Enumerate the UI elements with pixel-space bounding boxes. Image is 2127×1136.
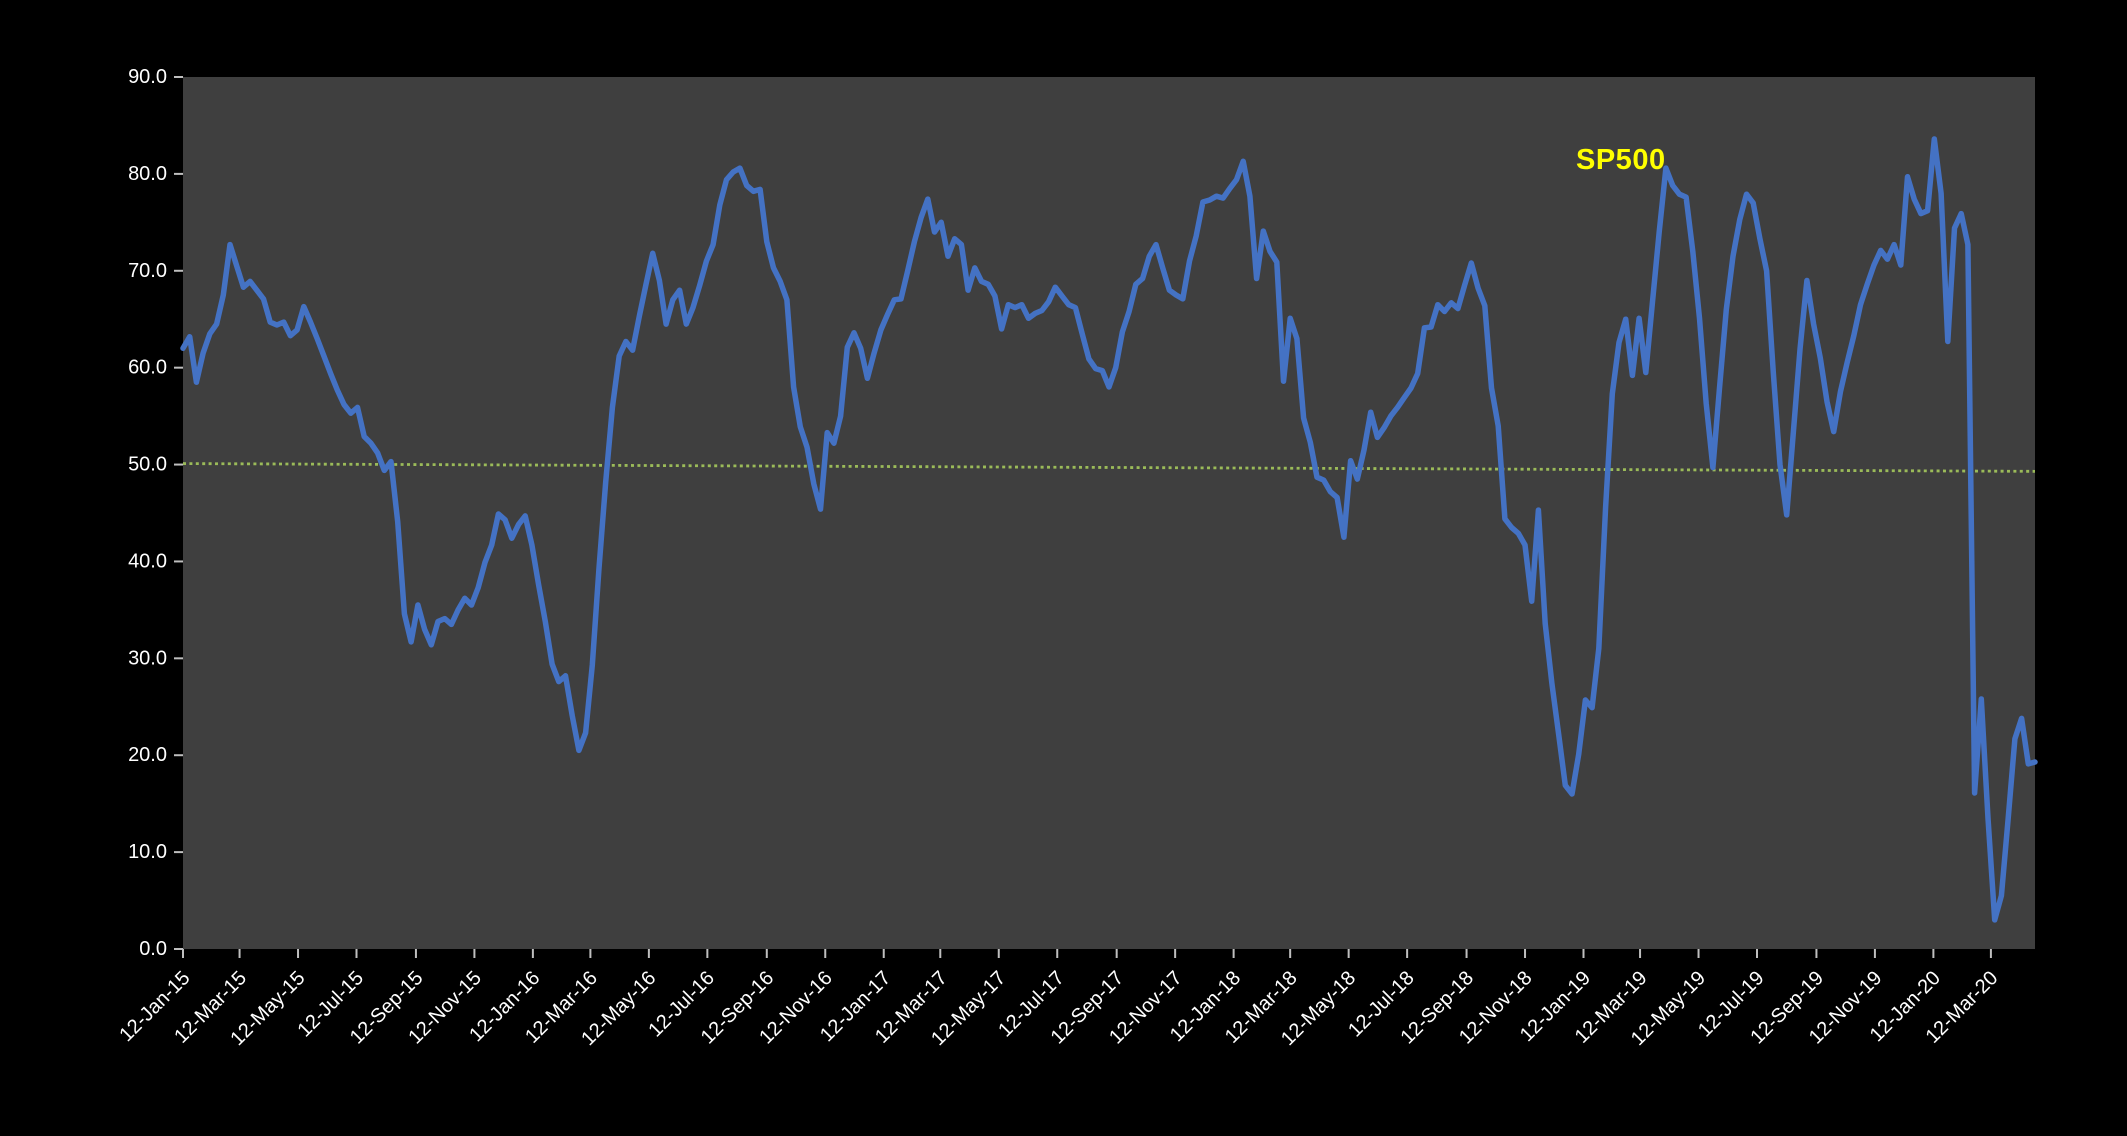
- y-tick-label: 10.0: [128, 841, 167, 863]
- y-tick-label: 90.0: [128, 66, 167, 88]
- y-tick-label: 70.0: [128, 260, 167, 282]
- y-tick-label: 30.0: [128, 647, 167, 669]
- series-label-sp500: SP500: [1576, 144, 1666, 176]
- plot-background: [183, 77, 2035, 949]
- y-tick-label: 80.0: [128, 163, 167, 185]
- sp500-series-line: [180, 136, 2038, 923]
- y-tick-label: 50.0: [128, 454, 167, 476]
- y-tick-label: 20.0: [128, 744, 167, 766]
- reference-line-50: [182, 462, 2036, 473]
- y-tick-label: 0.0: [139, 938, 167, 960]
- y-tick-label: 40.0: [128, 550, 167, 572]
- y-tick-label: 60.0: [128, 357, 167, 379]
